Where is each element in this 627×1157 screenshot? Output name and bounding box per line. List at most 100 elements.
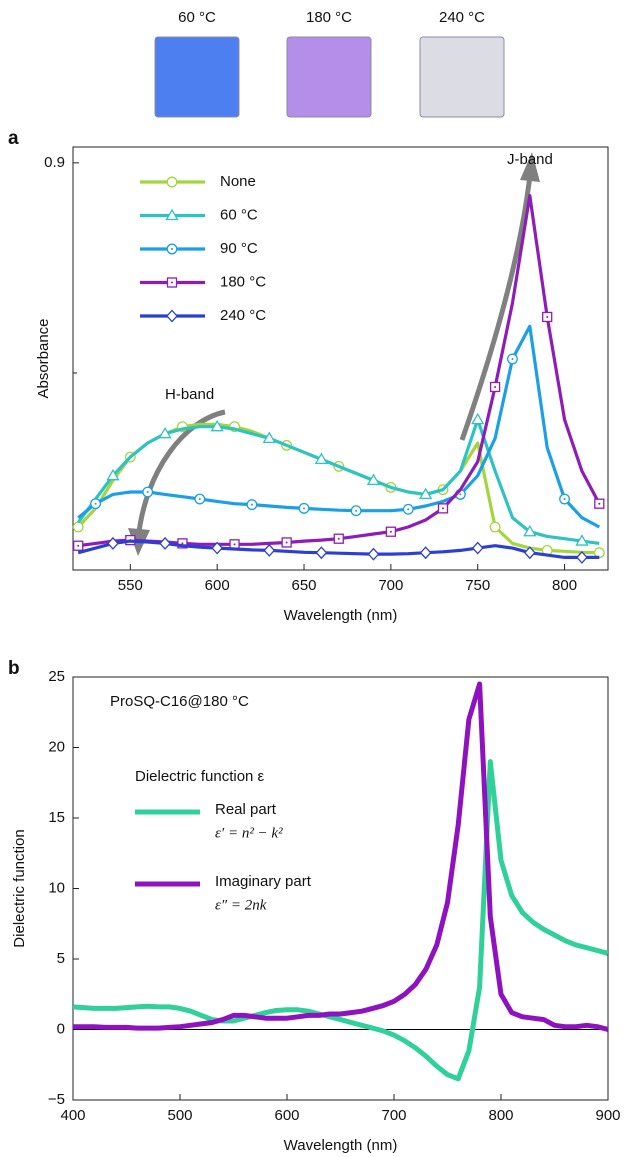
marker-dot (441, 507, 444, 510)
panel-label: b (8, 658, 20, 679)
legend-label: 60 °C (220, 206, 258, 223)
legend-formula: ε′ = n² − k² (215, 825, 283, 841)
x-axis-label: Wavelength (nm) (284, 607, 398, 624)
x-tick-label: 400 (60, 1107, 85, 1124)
marker (158, 426, 172, 439)
marker (166, 309, 178, 323)
marker (107, 536, 119, 550)
y-tick-label: 25 (48, 668, 65, 685)
sample-photo (419, 36, 505, 118)
legend-label: None (220, 173, 256, 190)
x-tick-label: 700 (378, 577, 403, 594)
marker (106, 468, 120, 481)
marker-dot (77, 544, 80, 547)
y-tick-label: 0 (57, 1020, 65, 1037)
marker-dot (546, 315, 549, 318)
y-tick-label: 5 (57, 950, 65, 967)
marker-dot (171, 248, 173, 250)
x-tick-label: 700 (381, 1107, 406, 1124)
legend-formula: ε″ = 2nk (215, 897, 267, 913)
marker (471, 412, 485, 425)
y-axis-label: Absorbance (35, 318, 52, 398)
marker (593, 547, 605, 559)
j-band-arrowhead (520, 152, 540, 182)
marker (523, 546, 536, 560)
series-line (73, 759, 608, 1082)
photo-label: 240 °C (439, 9, 485, 26)
x-tick-label: 600 (205, 577, 230, 594)
marker (367, 547, 380, 561)
legend-label: Real part (215, 801, 277, 818)
y-tick-label: 20 (48, 738, 65, 755)
plot-frame (72, 676, 609, 1101)
marker (314, 452, 329, 464)
marker-dot (198, 498, 201, 501)
sample-photo (154, 36, 240, 118)
marker-dot (563, 498, 566, 501)
x-tick-label: 800 (488, 1107, 513, 1124)
marker-dot (355, 509, 358, 512)
marker-dot (94, 502, 97, 505)
marker (72, 521, 84, 533)
x-tick-label: 800 (552, 577, 577, 594)
marker-dot (250, 503, 253, 506)
series-line (77, 422, 600, 555)
marker (263, 543, 276, 557)
marker (366, 473, 381, 486)
marker-dot (407, 508, 410, 511)
y-tick-label: −5 (48, 1091, 65, 1108)
marker (523, 524, 537, 537)
marker (418, 487, 433, 500)
marker (419, 546, 432, 560)
h-band-arrow (135, 409, 226, 541)
series-line (77, 324, 601, 529)
marker (159, 536, 171, 550)
annotation: H-band (165, 386, 214, 403)
legend-label: 240 °C (220, 307, 266, 324)
j-band-arrow (459, 174, 533, 441)
marker-dot (598, 502, 601, 505)
y-tick-label: 10 (48, 879, 65, 896)
photo-label: 60 °C (178, 9, 216, 26)
series-line (73, 681, 608, 1032)
marker (166, 176, 178, 188)
marker (262, 431, 276, 443)
marker (210, 419, 224, 432)
marker (315, 546, 328, 560)
marker-dot (337, 537, 340, 540)
marker-dot (389, 530, 392, 533)
marker-dot (459, 493, 462, 496)
marker-dot (171, 281, 173, 284)
marker-dot (146, 491, 149, 494)
marker (575, 534, 589, 546)
x-tick-label: 900 (595, 1107, 620, 1124)
x-axis-label: Wavelength (nm) (284, 1137, 398, 1154)
legend-label: 90 °C (220, 240, 258, 257)
y-tick-label: 0.9 (44, 154, 65, 171)
annotation: J-band (507, 151, 553, 168)
plot-frame (72, 146, 609, 571)
legend-label: 180 °C (220, 273, 266, 290)
legend-title: Dielectric function ε (135, 768, 265, 785)
marker (211, 541, 224, 555)
marker-dot (285, 541, 288, 544)
x-tick-label: 600 (274, 1107, 299, 1124)
marker (165, 208, 179, 221)
y-tick-label: 15 (48, 809, 65, 826)
marker-dot (511, 357, 514, 360)
x-tick-label: 750 (465, 577, 490, 594)
series-line (76, 418, 600, 545)
marker-dot (494, 385, 497, 388)
marker-dot (181, 542, 184, 545)
marker (576, 550, 588, 564)
photo-label: 180 °C (306, 9, 352, 26)
x-tick-label: 650 (292, 577, 317, 594)
legend-label: Imaginary part (215, 873, 312, 890)
x-tick-label: 550 (118, 577, 143, 594)
marker-dot (303, 507, 306, 510)
x-tick-label: 500 (167, 1107, 192, 1124)
marker (471, 541, 484, 555)
marker-dot (233, 543, 236, 546)
annotation: ProSQ-C16@180 °C (110, 693, 249, 710)
